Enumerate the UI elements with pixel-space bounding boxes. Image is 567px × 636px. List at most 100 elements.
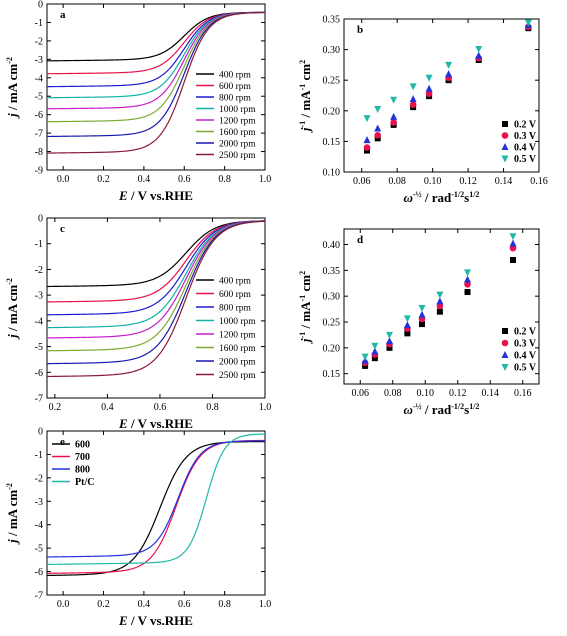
y-tick-label: -4 — [35, 316, 43, 327]
panel-e: 0.0 0.2 0.4 0.6 0.8 1.0 0 -1 -2 -3 -4 -5 -6 -7 E / V v… — [5, 427, 271, 629]
legend-label: 2500 rpm — [219, 151, 256, 161]
y-tick-label: 0 — [38, 0, 43, 11]
data-point-0-1 — [371, 355, 378, 362]
x-tick-label: 0.06 — [352, 388, 370, 399]
y-axis-title: j / mA cm-2 — [5, 278, 20, 340]
y-tick-label: -7 — [35, 394, 43, 405]
data-point-2-6 — [475, 51, 483, 59]
x-tick-label: 0.8 — [206, 402, 219, 413]
y-tick-label: -2 — [35, 36, 43, 47]
series-line-0 — [46, 220, 266, 288]
legend: 0.2 V0.3 V0.4 V0.5 V — [501, 120, 537, 165]
legend-label: 0.4 V — [514, 351, 537, 362]
x-tick-label: 0.2 — [97, 174, 110, 185]
data-point-1-4 — [425, 90, 433, 97]
data-point-2-3 — [403, 321, 411, 329]
data-point-2-7 — [509, 239, 517, 247]
series-line-1 — [46, 11, 266, 75]
data-point-0-2 — [386, 344, 393, 351]
panel-a: 0.0 0.2 0.4 0.6 0.8 1.0 0 -1 -2 -3 -4 -5 -6 -7 -8 -9 E /… — [5, 0, 271, 203]
data-point-3-1 — [374, 105, 382, 113]
plot-frame — [343, 228, 540, 385]
data-point-0-4 — [419, 321, 425, 328]
legend-label: 0.3 V — [514, 131, 537, 142]
data-point-3-0 — [361, 353, 369, 361]
panel-label: e — [60, 436, 65, 448]
x-tick-label: 0.14 — [495, 176, 513, 187]
y-tick-label: -6 — [35, 567, 43, 578]
data-point-2-1 — [371, 347, 379, 355]
x-tick-label: 0.0 — [57, 599, 70, 610]
y-tick-label: -2 — [35, 265, 43, 276]
legend-label: 0.5 V — [514, 154, 537, 165]
y-tick-label: -5 — [35, 544, 43, 555]
x-tick-label: 0.10 — [417, 388, 435, 399]
legend-label: Pt/C — [75, 477, 94, 488]
legend-marker — [502, 328, 508, 334]
y-tick-label: -4 — [35, 73, 43, 84]
y-tick-label: -5 — [35, 92, 43, 103]
y-tick-label: 0.15 — [323, 137, 341, 148]
legend-label: 800 rpm — [219, 94, 252, 104]
x-tick-label: 0.08 — [388, 176, 406, 187]
y-tick-label: -1 — [35, 18, 43, 29]
x-tick-label: 0.10 — [424, 176, 442, 187]
data-point-2-6 — [464, 275, 471, 283]
data-point-1-3 — [409, 101, 417, 108]
legend-marker — [501, 143, 509, 150]
y-tick-label: -8 — [35, 147, 43, 158]
y-tick-label: -6 — [35, 368, 43, 379]
data-point-0-7 — [510, 257, 516, 263]
legend-label: 1600 rpm — [219, 128, 256, 138]
x-axis-title: E / V vs.RHE — [118, 613, 193, 628]
data-point-3-4 — [418, 305, 426, 313]
x-tick-label: 1.0 — [259, 402, 272, 413]
y-tick-label: 0.35 — [323, 15, 341, 26]
data-point-2-1 — [374, 124, 382, 132]
y-tick-label: 0 — [38, 427, 43, 438]
data-point-0-5 — [436, 308, 443, 315]
legend-label: 0.3 V — [514, 339, 537, 350]
plot-frame — [46, 3, 266, 171]
y-axis-title: j-1 / mA-1 cm2 — [298, 60, 313, 133]
legend-label: 400 rpm — [219, 277, 252, 287]
panel-label: c — [60, 223, 65, 235]
x-tick-label: 0.14 — [482, 388, 500, 399]
plot-frame — [46, 430, 266, 596]
panel-label: b — [357, 24, 363, 36]
x-axis-title: ω-½ / rad-1/2s1/2 — [404, 402, 480, 417]
x-tick-label: 0.4 — [101, 402, 114, 413]
legend-label: 1200 rpm — [219, 331, 256, 341]
data-point-2-5 — [445, 70, 453, 78]
data-point-3-1 — [371, 342, 379, 350]
legend-label: 1600 rpm — [219, 344, 256, 354]
y-tick-label: 0.15 — [323, 369, 341, 380]
legend-label: 800 rpm — [219, 304, 252, 314]
legend-label: 0.4 V — [514, 143, 537, 154]
x-tick-label: 0.4 — [138, 599, 151, 610]
y-tick-label: -3 — [35, 291, 43, 302]
y-tick-label: 0.25 — [323, 76, 341, 87]
series-line-7 — [46, 11, 266, 154]
x-tick-label: 0.16 — [514, 388, 532, 399]
y-tick-label: 0.35 — [323, 266, 341, 277]
series-line-2 — [46, 440, 265, 558]
legend-marker — [502, 121, 508, 127]
y-tick-label: 0 — [38, 214, 43, 225]
data-point-2-3 — [409, 95, 417, 103]
y-tick-label: -7 — [35, 591, 43, 602]
y-tick-label: 0.20 — [323, 343, 341, 354]
panel-d: 0.06 0.08 0.10 0.12 0.14 0.16 0.15 0.20 0.25 0.30… — [298, 228, 540, 417]
legend: 0.2 V0.3 V0.4 V0.5 V — [501, 327, 537, 374]
x-tick-label: 0.4 — [138, 174, 151, 185]
x-tick-label: 0.8 — [218, 599, 231, 610]
legend-label: 1000 rpm — [219, 317, 256, 327]
data-point-2-4 — [418, 310, 426, 318]
data-point-2-5 — [436, 297, 444, 305]
x-tick-label: 0.08 — [384, 388, 402, 399]
series-line-7 — [46, 220, 266, 378]
legend-marker — [501, 339, 509, 347]
data-point-3-3 — [409, 83, 417, 91]
series-line-3 — [46, 433, 266, 566]
data-point-0-3 — [404, 330, 411, 337]
